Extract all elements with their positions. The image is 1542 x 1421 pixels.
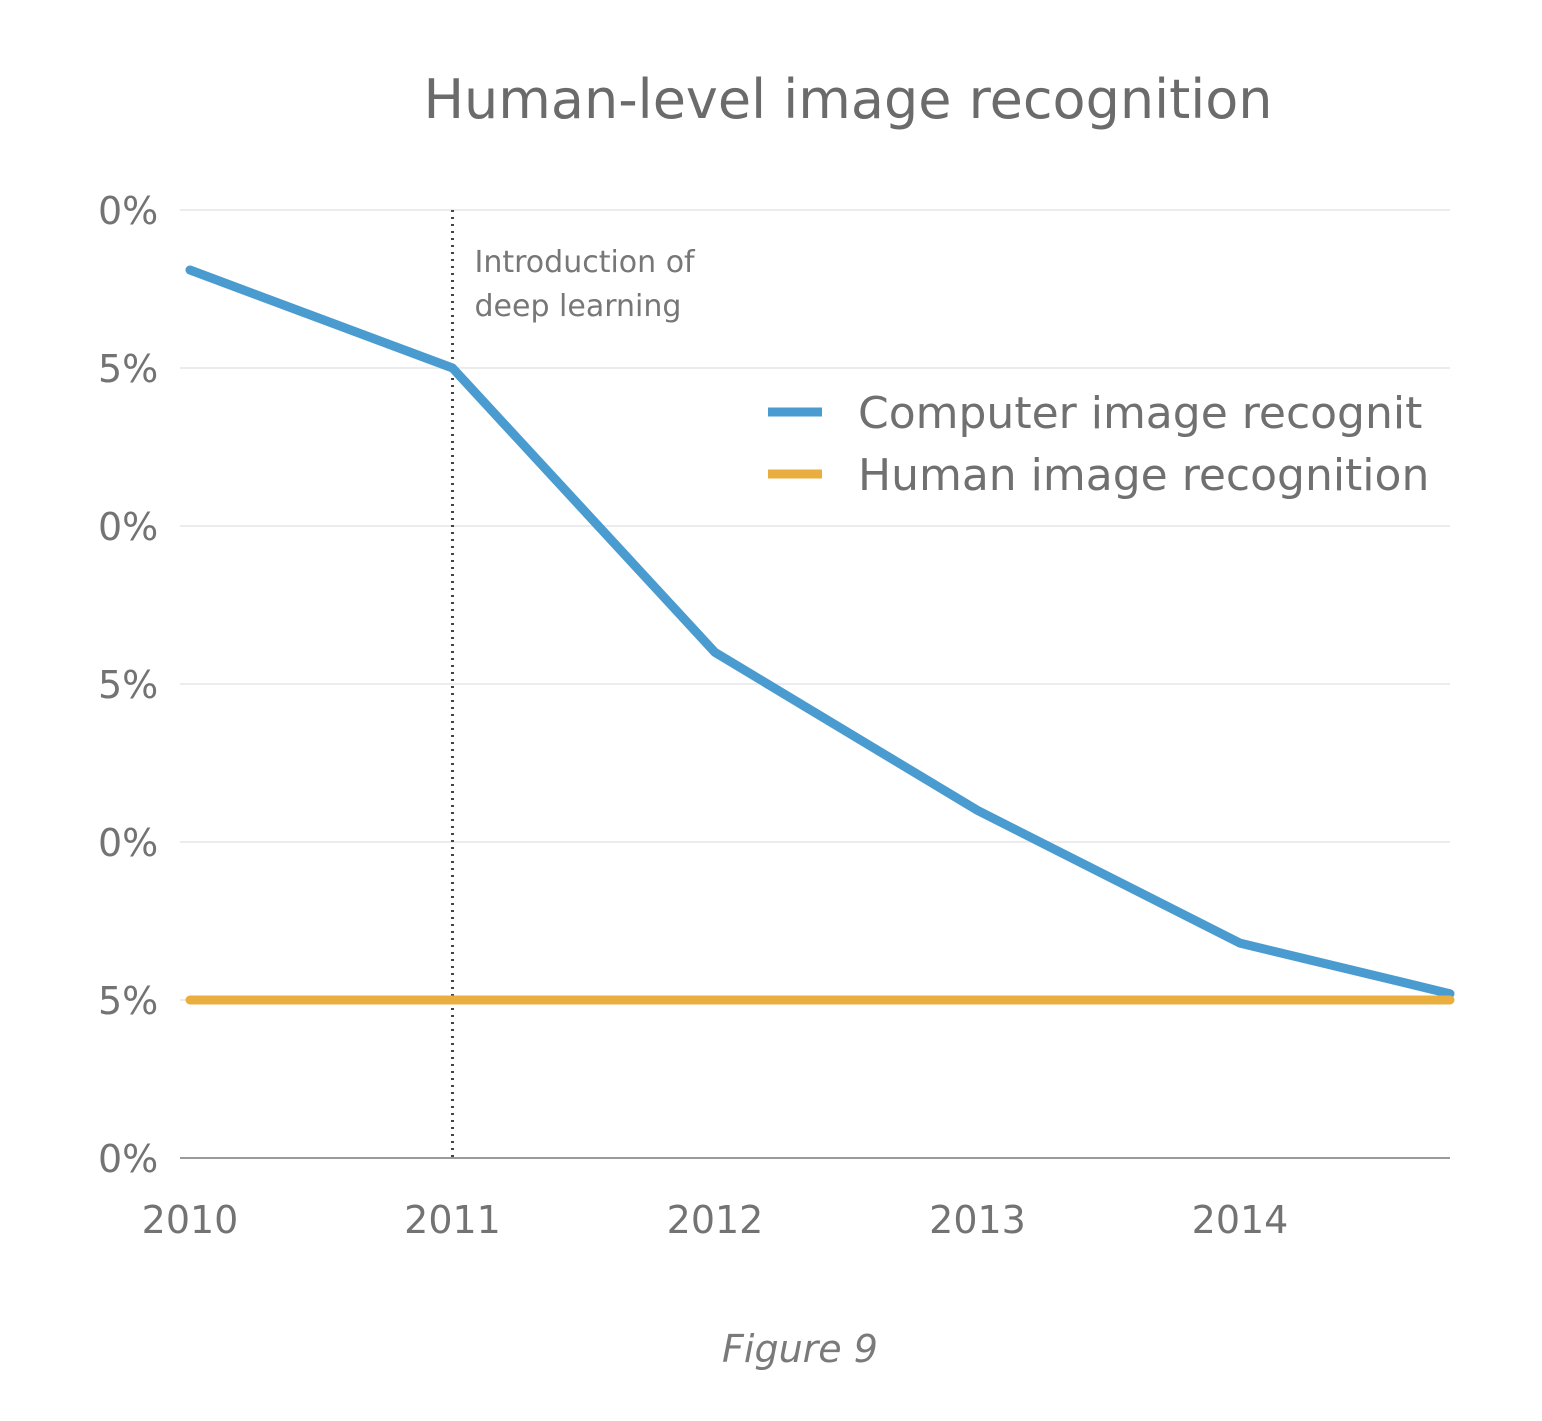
chart-title: Human-level image recognition <box>423 68 1272 131</box>
y-tick-label: 0% <box>98 821 158 865</box>
x-tick-label: 2012 <box>667 1198 764 1242</box>
x-tick-label: 2014 <box>1192 1198 1289 1242</box>
series-lines <box>185 265 1455 1005</box>
y-tick-label: 5% <box>98 347 158 391</box>
annotation: Introduction of deep learning <box>451 210 697 1158</box>
legend-label: Computer image recognit <box>858 388 1422 439</box>
annotation-label: deep learning <box>475 289 682 324</box>
computer-series-line <box>185 265 1455 999</box>
y-tick-label: 5% <box>98 979 158 1023</box>
figure-caption: Figure 9 <box>722 1327 878 1371</box>
x-tick-label: 2013 <box>929 1198 1026 1242</box>
x-tick-label: 2011 <box>404 1198 501 1242</box>
x-tick-label: 2010 <box>142 1198 239 1242</box>
y-tick-label: 0% <box>98 505 158 549</box>
y-tick-label: 5% <box>98 663 158 707</box>
x-axis-ticks: 2010 2011 2012 2013 2014 <box>142 1198 1289 1242</box>
y-tick-label: 0% <box>98 189 158 233</box>
grid-lines <box>180 209 1450 1159</box>
legend-label: Human image recognition <box>858 450 1429 501</box>
y-axis-ticks: 0% 5% 0% 5% 0% 5% 0% <box>98 189 158 1181</box>
y-tick-label: 0% <box>98 1137 158 1181</box>
annotation-label: Introduction of <box>475 245 697 280</box>
legend: Computer image recognit Human image recog… <box>768 388 1429 501</box>
